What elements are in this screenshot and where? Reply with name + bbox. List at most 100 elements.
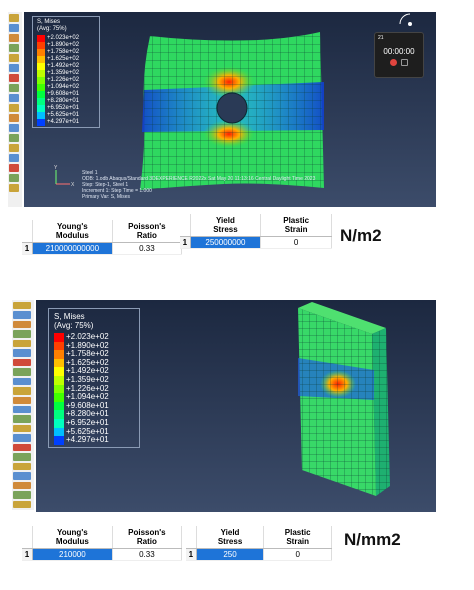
toolbox-button[interactable]	[13, 405, 31, 414]
bottom-viewport[interactable]: S, Mises (Avg: 75%) +2.023e+02 +1.890e+02…	[36, 300, 436, 512]
legend-swatch	[54, 410, 64, 419]
header-poissons-ratio: Poisson's Ratio	[112, 220, 183, 243]
unit-label-bottom: N/mm2	[344, 530, 401, 549]
toolbox-button[interactable]	[13, 443, 31, 452]
toolbox-button[interactable]	[13, 424, 31, 433]
legend-value: +5.625e+01	[66, 426, 109, 436]
legend-value: +1.758e+02	[66, 349, 109, 359]
toolbox-button[interactable]	[9, 184, 19, 192]
toolbox-button[interactable]	[13, 368, 31, 376]
screen-recorder-widget[interactable]: 21 00:00:00	[374, 32, 424, 78]
bottom-legend[interactable]: S, Mises (Avg: 75%) +2.023e+02 +1.890e+02…	[48, 308, 140, 448]
legend-entry: +1.094e+02	[54, 393, 134, 402]
toolbox-button[interactable]	[9, 54, 19, 62]
toolbox-button[interactable]	[9, 174, 19, 182]
legend-scale: +2.023e+02 +1.890e+02 +1.758e+02 +1.625e+02…	[37, 35, 95, 126]
cell-plastic-strain[interactable]: 0	[263, 548, 332, 561]
legend-value: +1.094e+02	[66, 392, 109, 402]
toolbox-button[interactable]	[13, 481, 31, 490]
toolbox-button[interactable]	[13, 358, 31, 367]
toolbox-button[interactable]	[13, 462, 31, 471]
toolbox-button[interactable]	[13, 387, 31, 395]
legend-value: +6.952e+01	[66, 417, 109, 427]
legend-swatch	[37, 70, 45, 77]
toolbox-button[interactable]	[9, 24, 19, 32]
cell-poissons-ratio[interactable]: 0.33	[112, 242, 183, 255]
toolbox-button[interactable]	[9, 164, 19, 172]
toolbox-button[interactable]	[9, 34, 19, 42]
row-number: 1	[22, 548, 34, 561]
row-header-corner	[22, 220, 34, 243]
toolbox-button[interactable]	[9, 14, 19, 22]
toolbox-button[interactable]	[9, 104, 19, 112]
toolbox-button[interactable]	[13, 491, 31, 499]
top-elastic-table: Young's Modulus Poisson's Ratio 1 210000…	[22, 220, 183, 255]
legend-value: +1.625e+02	[47, 56, 80, 62]
top-viewport[interactable]: Y X S, Mises (Avg: 75%) +2.023e+02 +1.890…	[24, 12, 436, 207]
cell-plastic-strain[interactable]: 0	[260, 236, 332, 249]
header-yield-stress: Yield Stress	[190, 214, 262, 237]
cell-yield-stress[interactable]: 250000000	[190, 236, 262, 249]
toolbox-button[interactable]	[9, 124, 19, 132]
toolbox-button[interactable]	[9, 74, 19, 82]
legend-value: +6.952e+01	[47, 105, 80, 111]
toolbox-button[interactable]	[13, 453, 31, 461]
legend-entry: +1.492e+02	[37, 63, 95, 70]
toolbox-button[interactable]	[9, 144, 19, 152]
toolbox-button[interactable]	[13, 396, 31, 404]
toolbox-button[interactable]	[9, 44, 19, 52]
cell-poissons-ratio[interactable]: 0.33	[112, 548, 183, 561]
row-number: 1	[180, 236, 191, 249]
legend-value: +1.492e+02	[47, 63, 80, 69]
legend-entry: +1.359e+02	[54, 375, 134, 385]
toolbox-button[interactable]	[9, 84, 19, 92]
toolbox-button[interactable]	[13, 377, 31, 386]
toolbox-button[interactable]	[13, 302, 31, 310]
legend-entry: +8.280e+01	[37, 98, 95, 105]
legend-swatch	[54, 436, 64, 445]
top-legend[interactable]: S, Mises (Avg: 75%) +2.023e+02 +1.890e+02…	[32, 16, 100, 128]
legend-entry: +1.226e+02	[37, 77, 95, 84]
legend-entry: +1.625e+02	[37, 56, 95, 63]
toolbox-button[interactable]	[13, 349, 31, 357]
row-header-corner	[180, 214, 191, 237]
view-cube[interactable]	[398, 12, 412, 26]
cell-youngs-modulus[interactable]: 210000	[32, 548, 113, 561]
legend-value: +1.094e+02	[47, 84, 80, 90]
toolbox-button[interactable]	[13, 434, 31, 442]
toolbox-button[interactable]	[13, 311, 31, 319]
toolbox-button[interactable]	[9, 64, 19, 72]
toolbox-button[interactable]	[9, 134, 19, 142]
legend-entry: +1.359e+02	[37, 70, 95, 77]
toolbox-button[interactable]	[13, 330, 31, 338]
toolbox-button[interactable]	[13, 320, 31, 329]
toolbox-button[interactable]	[13, 500, 31, 508]
legend-value: +8.280e+01	[47, 98, 80, 104]
toolbox-button[interactable]	[9, 154, 19, 162]
legend-swatch	[54, 350, 64, 359]
toolbox-button[interactable]	[13, 415, 31, 423]
toolbox-button[interactable]	[13, 472, 31, 480]
info-increment: Increment 1: Step Time = 1.000	[82, 188, 152, 194]
cell-youngs-modulus[interactable]: 210000000000	[32, 242, 113, 255]
recorder-menu-icon[interactable]	[401, 59, 408, 66]
toolbox-button[interactable]	[9, 94, 19, 102]
legend-value: +9.608e+01	[47, 91, 80, 97]
legend-entry: +9.608e+01	[37, 91, 95, 98]
legend-value: +1.226e+02	[47, 77, 80, 83]
header-plastic-strain: Plastic Strain	[260, 214, 332, 237]
header-plastic-strain: Plastic Strain	[263, 526, 332, 549]
toolbox-button[interactable]	[9, 114, 19, 122]
legend-title: S, Mises	[54, 312, 85, 321]
block-contour-plot	[298, 302, 390, 496]
record-stop-button[interactable]	[390, 59, 397, 66]
header-youngs-modulus: Young's Modulus	[32, 220, 113, 243]
legend-value: +2.023e+02	[47, 35, 80, 41]
legend-entry: +4.297e+01	[37, 119, 95, 126]
toolbox-button[interactable]	[13, 339, 31, 348]
legend-value: +5.625e+01	[47, 112, 80, 118]
legend-value: +1.758e+02	[47, 49, 80, 55]
legend-swatch	[37, 119, 45, 126]
cell-yield-stress[interactable]: 250	[196, 548, 265, 561]
legend-swatch	[54, 358, 64, 368]
